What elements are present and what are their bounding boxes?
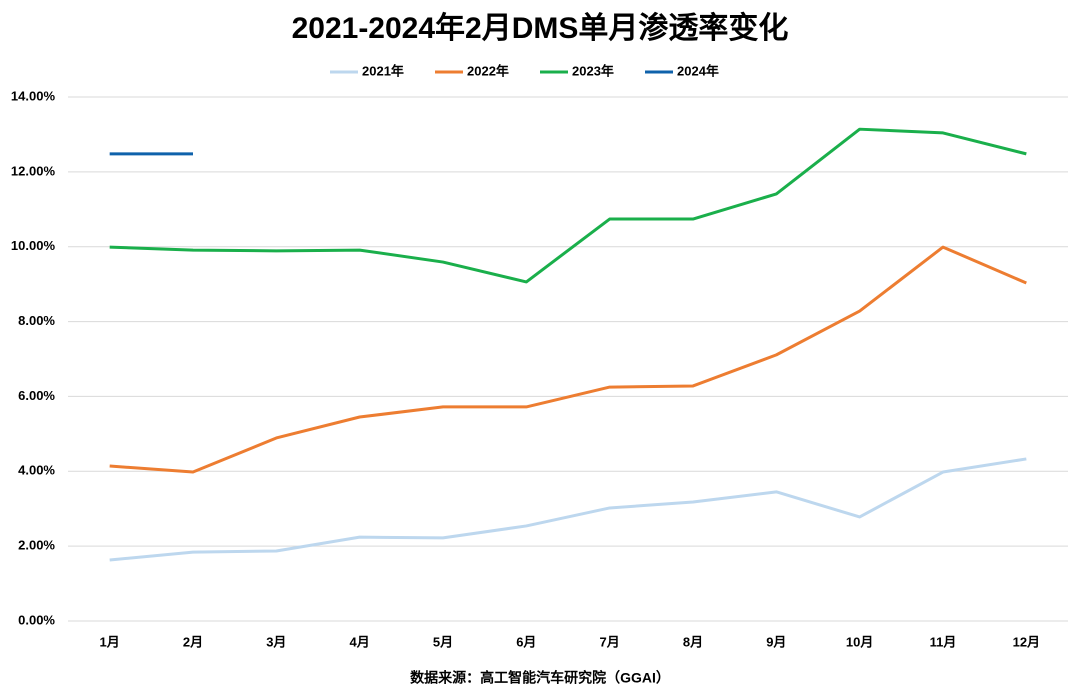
source-note: 数据来源：高工智能汽车研究院（GGAI）	[410, 670, 670, 686]
y-tick-label: 8.00%	[18, 313, 55, 328]
series-line	[109, 457, 1027, 562]
series-line	[109, 127, 1027, 284]
chart-title: 2021-2024年2月DMS单月渗透率变化	[292, 11, 789, 45]
legend-label: 2022年	[467, 63, 509, 78]
x-tick-label: 7月	[600, 634, 620, 649]
x-tick-label: 3月	[266, 634, 286, 649]
legend-label: 2023年	[572, 63, 614, 78]
x-tick-label: 10月	[846, 634, 873, 649]
y-tick-label: 12.00%	[11, 163, 56, 178]
x-tick-label: 8月	[683, 634, 703, 649]
y-tick-label: 14.00%	[11, 88, 56, 103]
x-tick-label: 2月	[183, 634, 203, 649]
y-tick-label: 6.00%	[18, 388, 55, 403]
x-tick-label: 6月	[516, 634, 536, 649]
y-tick-label: 4.00%	[18, 463, 55, 478]
x-tick-label: 1月	[100, 634, 120, 649]
legend-label: 2024年	[677, 63, 719, 78]
y-tick-label: 10.00%	[11, 238, 56, 253]
series-line	[109, 245, 1027, 474]
x-tick-label: 9月	[766, 634, 786, 649]
y-tick-label: 2.00%	[18, 538, 55, 553]
x-tick-label: 11月	[930, 634, 957, 649]
x-tick-label: 4月	[350, 634, 370, 649]
x-tick-label: 5月	[433, 634, 453, 649]
x-tick-label: 12月	[1013, 634, 1040, 649]
legend-label: 2021年	[362, 63, 404, 78]
y-tick-label: 0.00%	[18, 612, 55, 627]
